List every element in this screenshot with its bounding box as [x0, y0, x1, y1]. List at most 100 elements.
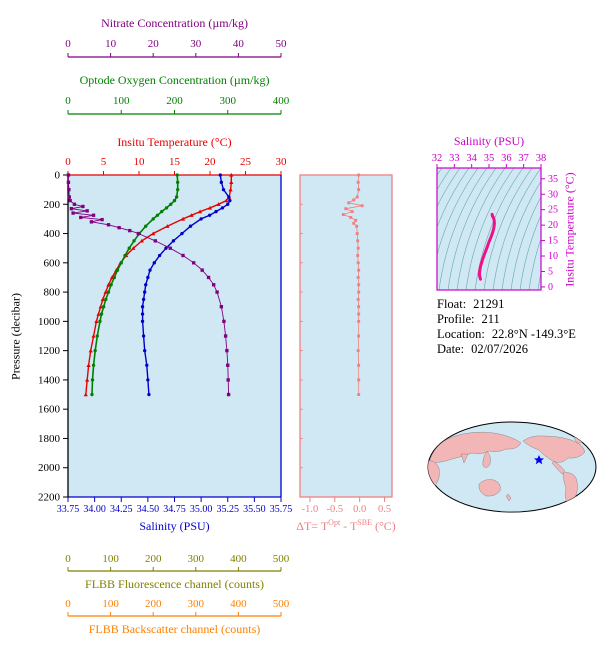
backscatter-axis: 0 100 200 300 400 500 — [65, 598, 290, 617]
delta-t-axis-title: ΔT= TOpt - TSBE (°C) — [284, 519, 408, 534]
delta-t-label-sup-sbe: SBE — [357, 518, 372, 527]
svg-text:200: 200 — [145, 598, 162, 610]
fluorescence-axis: 0 100 200 300 400 500 — [65, 553, 290, 572]
svg-text:35.25: 35.25 — [217, 504, 240, 515]
svg-text:34: 34 — [466, 153, 477, 164]
fluorescence-axis-title: FLBB Fluorescence channel (counts) — [85, 577, 264, 591]
svg-text:35: 35 — [548, 174, 558, 185]
svg-text:34.25: 34.25 — [110, 504, 133, 515]
svg-text:2200: 2200 — [38, 492, 61, 504]
svg-text:0.5: 0.5 — [378, 504, 391, 515]
svg-text:35: 35 — [484, 153, 495, 164]
svg-text:36: 36 — [501, 153, 512, 164]
nitrate-axis: 0 10 20 30 40 50 — [65, 38, 288, 58]
svg-text:0: 0 — [65, 553, 71, 565]
svg-text:300: 300 — [188, 553, 205, 565]
svg-text:33: 33 — [449, 153, 460, 164]
delta-t-axis: -1.0 -0.5 0.0 0.5 — [300, 174, 391, 515]
svg-text:-0.5: -0.5 — [326, 504, 343, 515]
ts-plot-area — [437, 168, 541, 290]
temperature-axis: 0 5 10 15 20 25 30 — [65, 156, 288, 176]
svg-text:50: 50 — [276, 38, 288, 50]
date-line: Date: 02/07/2026 — [437, 342, 576, 357]
delta-t-series — [341, 173, 364, 396]
backscatter-axis-title: FLBB Backscatter channel (counts) — [88, 622, 261, 636]
svg-text:0: 0 — [65, 95, 71, 107]
svg-text:10: 10 — [134, 156, 146, 168]
svg-text:35.00: 35.00 — [190, 504, 213, 515]
svg-text:15: 15 — [548, 236, 558, 247]
svg-text:37: 37 — [518, 153, 529, 164]
profile-number-line: Profile: 211 — [437, 312, 576, 327]
svg-text:400: 400 — [230, 598, 247, 610]
svg-text:1000: 1000 — [38, 316, 61, 328]
ts-salinity-axis-title: Salinity (PSU) — [453, 134, 525, 148]
svg-text:30: 30 — [276, 156, 288, 168]
svg-text:32: 32 — [432, 153, 443, 164]
svg-text:1400: 1400 — [38, 374, 61, 386]
svg-text:38: 38 — [536, 153, 547, 164]
svg-text:35.50: 35.50 — [243, 504, 266, 515]
svg-text:0.0: 0.0 — [353, 504, 366, 515]
float-id-value: 21291 — [473, 297, 505, 311]
ts-isopycnal-contours — [437, 168, 541, 290]
oxygen-axis-title: Optode Oxygen Concentration (µm/kg) — [79, 73, 270, 87]
float-location-star — [534, 455, 544, 465]
svg-text:30: 30 — [190, 38, 202, 50]
svg-text:0: 0 — [65, 38, 71, 50]
svg-text:10: 10 — [548, 251, 558, 262]
svg-text:1600: 1600 — [38, 404, 61, 416]
nitrate-curve — [66, 173, 231, 397]
main-plot-area — [68, 175, 281, 497]
svg-text:30: 30 — [548, 189, 558, 200]
svg-text:34.00: 34.00 — [83, 504, 106, 515]
pressure-axis: 0 200 400 600 800 1000 1200 1400 1600 1800 2000 220… — [38, 170, 282, 504]
svg-text:100: 100 — [113, 95, 130, 107]
svg-text:15: 15 — [169, 156, 181, 168]
profile-number-label: Profile: — [437, 312, 475, 326]
profile-number-value: 211 — [481, 312, 500, 326]
svg-text:5: 5 — [548, 266, 553, 277]
svg-text:300: 300 — [220, 95, 237, 107]
svg-text:200: 200 — [44, 199, 61, 211]
delta-t-label-part2: - T — [340, 519, 358, 533]
svg-text:34.75: 34.75 — [163, 504, 186, 515]
float-id-label: Float: — [437, 297, 467, 311]
svg-text:0: 0 — [65, 156, 71, 168]
svg-text:34.50: 34.50 — [137, 504, 160, 515]
svg-text:5: 5 — [101, 156, 107, 168]
svg-text:2000: 2000 — [38, 462, 61, 474]
svg-text:100: 100 — [102, 598, 119, 610]
location-value: 22.8°N -149.3°E — [491, 327, 576, 341]
svg-text:400: 400 — [273, 95, 290, 107]
svg-text:800: 800 — [44, 287, 61, 299]
pressure-axis-title: Pressure (decibar) — [8, 293, 23, 380]
delta-t-label-part1: ΔT= T — [296, 519, 329, 533]
svg-text:400: 400 — [230, 553, 247, 565]
svg-text:35.75: 35.75 — [270, 504, 293, 515]
oxygen-axis: 0 100 200 300 400 — [65, 95, 290, 115]
svg-text:20: 20 — [548, 220, 558, 231]
temperature-axis-title: Insitu Temperature (°C) — [117, 135, 232, 149]
svg-text:500: 500 — [273, 598, 290, 610]
salinity-axis: 33.75 34.00 34.25 34.50 34.75 35.00 35.25 35.50… — [57, 496, 293, 515]
svg-text:0: 0 — [55, 170, 61, 182]
svg-text:0: 0 — [65, 598, 71, 610]
nitrate-axis-title: Nitrate Concentration (µm/kg) — [101, 16, 248, 30]
delta-t-label-part3: (°C) — [371, 519, 396, 533]
svg-text:40: 40 — [233, 38, 245, 50]
ts-axes: 32 33 34 35 36 37 38 0 5 10 15 20 25 30 35 — [432, 153, 558, 293]
svg-text:1200: 1200 — [38, 345, 61, 357]
svg-text:0: 0 — [548, 282, 553, 293]
svg-text:33.75: 33.75 — [57, 504, 80, 515]
svg-text:25: 25 — [548, 205, 558, 216]
optode-oxygen-curve — [90, 173, 180, 397]
svg-text:-1.0: -1.0 — [302, 504, 319, 515]
location-line: Location: 22.8°N -149.3°E — [437, 327, 576, 342]
delta-t-plot-area — [299, 174, 393, 498]
svg-text:1800: 1800 — [38, 433, 61, 445]
svg-text:25: 25 — [240, 156, 252, 168]
svg-text:400: 400 — [44, 228, 61, 240]
